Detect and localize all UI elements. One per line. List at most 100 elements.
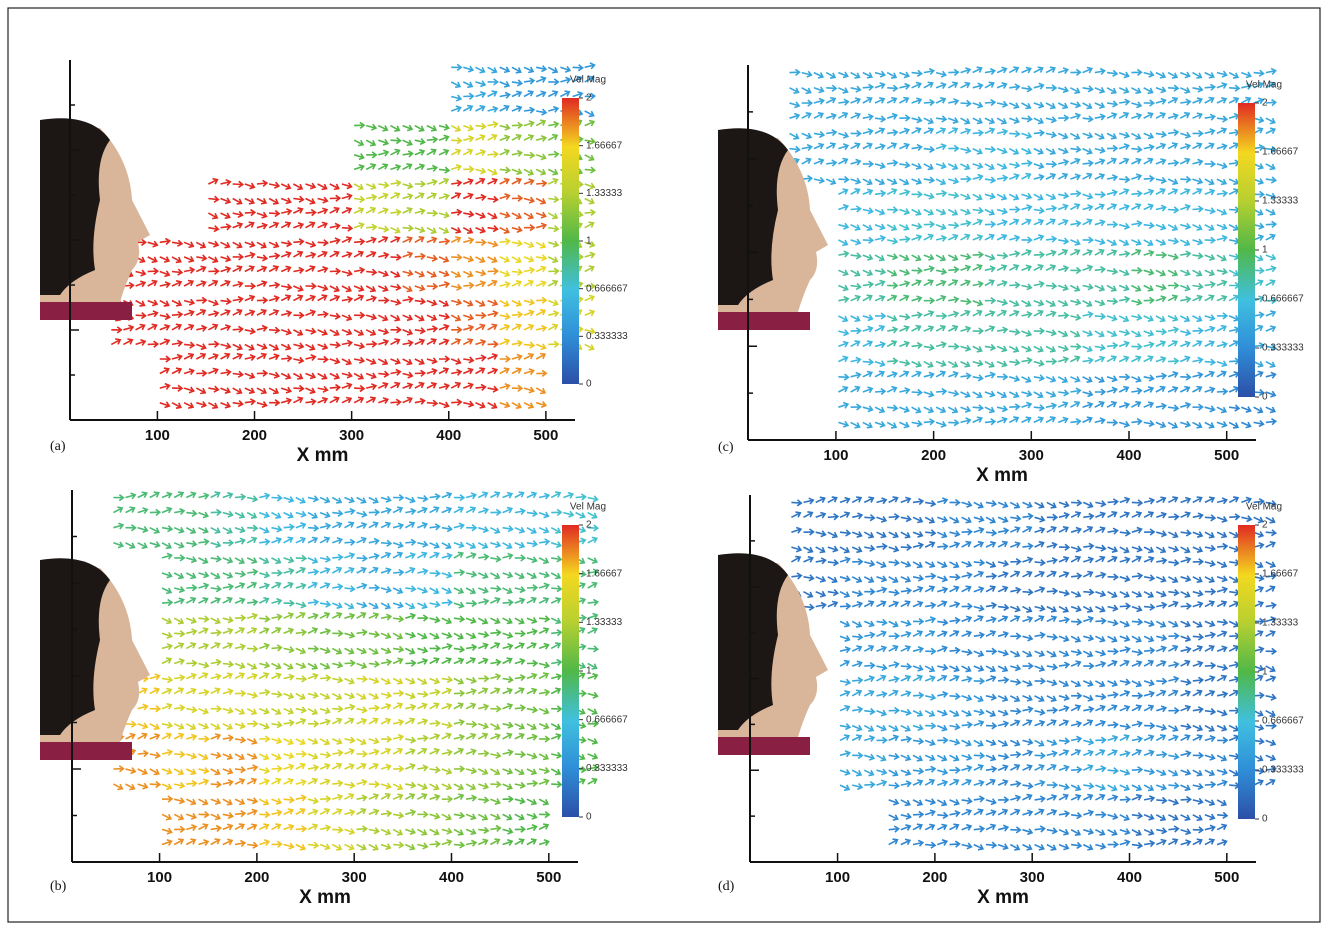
velocity-vector	[317, 196, 329, 204]
velocity-vector	[196, 343, 207, 351]
velocity-vector	[888, 559, 900, 567]
velocity-vector	[380, 828, 392, 836]
velocity-vector	[293, 207, 304, 214]
velocity-vector	[888, 531, 899, 539]
velocity-vector	[937, 516, 949, 523]
velocity-vector	[417, 842, 429, 850]
velocity-vector	[222, 753, 234, 760]
velocity-vector	[1155, 838, 1167, 846]
velocity-vector	[972, 218, 984, 226]
velocity-vector	[575, 511, 586, 519]
velocity-vector	[259, 571, 271, 579]
velocity-vector	[1180, 373, 1192, 381]
velocity-vector	[948, 191, 960, 199]
velocity-vector	[547, 177, 559, 185]
velocity-vector	[268, 221, 280, 229]
velocity-vector	[874, 341, 886, 349]
velocity-vector	[332, 629, 344, 638]
velocity-vector	[1057, 248, 1069, 256]
velocity-vector	[478, 826, 490, 834]
velocity-vector	[256, 265, 268, 273]
velocity-vector	[380, 717, 392, 725]
velocity-vector	[1168, 734, 1179, 742]
velocity-vector	[850, 356, 862, 364]
velocity-vector	[305, 353, 317, 362]
velocity-vector	[899, 294, 910, 302]
velocity-vector	[426, 357, 438, 365]
velocity-vector	[876, 618, 888, 627]
velocity-vector	[925, 529, 937, 537]
velocity-vector	[1095, 649, 1107, 657]
velocity-vector	[851, 546, 863, 554]
velocity-vector	[475, 323, 486, 331]
panel-label: (c)	[718, 440, 734, 455]
velocity-vector	[538, 722, 550, 730]
velocity-vector	[1046, 763, 1057, 771]
velocity-vector	[380, 586, 392, 594]
velocity-vector	[149, 733, 161, 740]
velocity-vector	[1167, 96, 1179, 104]
velocity-vector	[462, 367, 474, 375]
velocity-vector	[1143, 839, 1156, 848]
velocity-vector	[392, 733, 405, 741]
velocity-vector	[466, 524, 478, 532]
velocity-vector	[523, 196, 535, 204]
velocity-vector	[368, 630, 381, 638]
velocity-vector	[899, 127, 910, 135]
velocity-vector	[244, 221, 255, 229]
velocity-vector	[511, 268, 524, 276]
velocity-vector	[1131, 284, 1142, 292]
velocity-vector	[341, 224, 354, 232]
velocity-vector	[280, 386, 292, 394]
velocity-vector	[186, 752, 198, 760]
velocity-vector	[307, 645, 320, 653]
velocity-vector	[344, 602, 355, 610]
velocity-vector	[1083, 738, 1095, 746]
velocity-vector	[244, 353, 256, 362]
velocity-vector	[220, 212, 231, 220]
velocity-vector	[271, 753, 282, 761]
velocity-vector	[1131, 400, 1142, 408]
velocity-vector	[888, 661, 900, 669]
velocity-vector	[1107, 555, 1118, 563]
velocity-vector	[1228, 531, 1240, 539]
velocity-vector	[137, 687, 148, 695]
velocity-vector	[392, 702, 404, 710]
velocity-vector	[1265, 778, 1276, 786]
velocity-vector	[1021, 283, 1033, 291]
velocity-vector	[490, 617, 501, 625]
velocity-vector	[463, 124, 474, 132]
velocity-vector	[961, 764, 973, 772]
velocity-vector	[1131, 555, 1142, 563]
velocity-vector	[453, 615, 466, 623]
velocity-vector	[210, 572, 221, 580]
velocity-vector	[307, 823, 319, 831]
velocity-vector	[332, 661, 344, 669]
velocity-vector	[935, 341, 947, 349]
velocity-vector	[499, 226, 510, 234]
velocity-vector	[453, 541, 465, 549]
velocity-vector	[344, 828, 356, 835]
velocity-vector	[1106, 157, 1117, 165]
velocity-vector	[365, 250, 377, 258]
velocity-vector	[137, 542, 148, 549]
velocity-vector	[1216, 189, 1229, 198]
velocity-vector	[899, 96, 910, 104]
velocity-vector	[1180, 734, 1191, 742]
velocity-vector	[210, 768, 221, 776]
velocity-vector	[1009, 130, 1021, 138]
colorbar-tick-label: 0	[586, 379, 592, 390]
velocity-vector	[438, 367, 450, 375]
velocity-vector	[514, 526, 526, 534]
velocity-vector	[1058, 694, 1070, 702]
velocity-vector	[1204, 188, 1216, 196]
velocity-vector	[1022, 705, 1034, 713]
velocity-vector	[417, 506, 428, 514]
velocity-vector	[876, 724, 887, 732]
velocity-vector	[912, 497, 925, 506]
velocity-vector	[365, 285, 377, 293]
velocity-vector	[985, 601, 998, 610]
velocity-vector	[1240, 96, 1252, 104]
velocity-vector	[417, 828, 428, 836]
velocity-vector	[198, 735, 210, 743]
